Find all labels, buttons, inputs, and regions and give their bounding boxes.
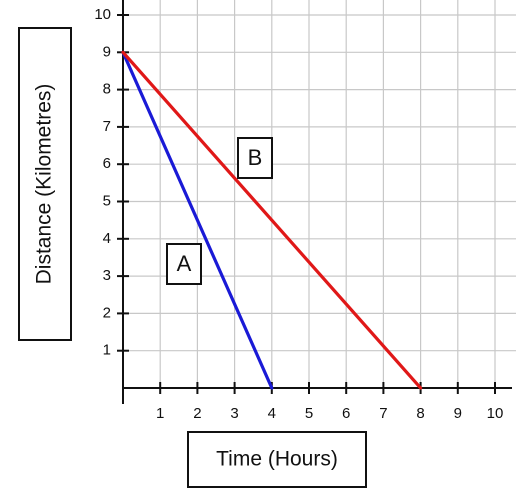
y-axis-title-box: Distance (Kilometres) xyxy=(18,27,72,341)
x-tick-label: 8 xyxy=(416,405,424,422)
series-label-box-b xyxy=(237,137,273,179)
y-tick-label: 3 xyxy=(103,267,111,284)
y-tick-label: 7 xyxy=(103,118,111,135)
x-tick-label: 2 xyxy=(193,405,201,422)
y-tick-label: 1 xyxy=(103,342,111,359)
series-label-box-a xyxy=(166,243,202,285)
x-tick-label: 7 xyxy=(379,405,387,422)
x-axis-title-box: Time (Hours) xyxy=(187,431,367,488)
y-tick-label: 5 xyxy=(103,192,111,209)
series-label-b: B xyxy=(248,145,263,170)
y-tick-label: 10 xyxy=(94,6,111,23)
series-line-b xyxy=(121,50,423,390)
y-tick-label: 9 xyxy=(103,43,111,60)
y-tick-label: 2 xyxy=(103,304,111,321)
x-tick-label: 6 xyxy=(342,405,350,422)
x-tick-label: 4 xyxy=(268,405,276,422)
ticks: 1 2 3 4 5 6 7 8 9 10 1 2 3 4 5 6 7 8 9 10 xyxy=(94,6,503,422)
series-labels: AB xyxy=(166,137,273,285)
grid xyxy=(123,0,516,388)
y-tick-label: 4 xyxy=(103,230,111,247)
x-tick-label: 1 xyxy=(156,405,164,422)
series-label-a: A xyxy=(177,251,192,276)
x-tick-label: 3 xyxy=(230,405,238,422)
series-line-a xyxy=(121,50,274,390)
y-tick-label: 8 xyxy=(103,81,111,98)
y-axis-title: Distance (Kilometres) xyxy=(33,84,56,285)
x-tick-label: 9 xyxy=(454,405,462,422)
x-tick-label: 5 xyxy=(305,405,313,422)
x-axis-title: Time (Hours) xyxy=(216,448,338,471)
y-tick-label: 6 xyxy=(103,155,111,172)
series-lines xyxy=(121,50,423,390)
x-tick-label: 10 xyxy=(487,405,504,422)
